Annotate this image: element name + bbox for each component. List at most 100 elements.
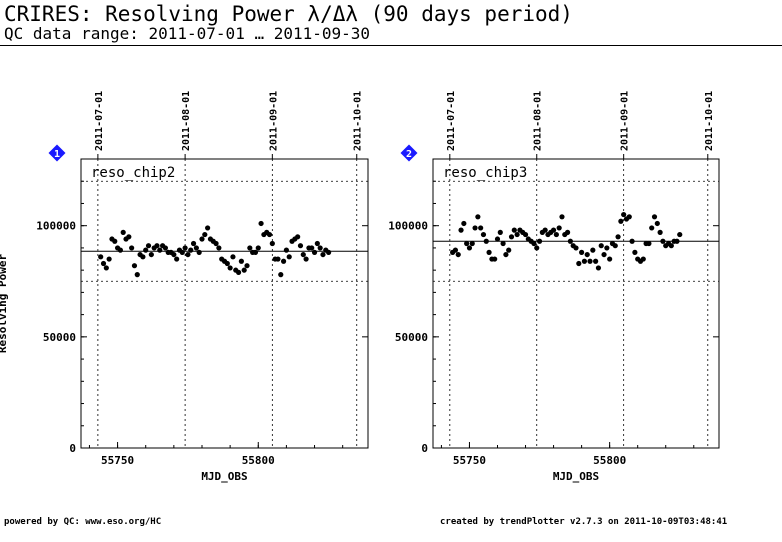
data-point [452,247,459,253]
data-point [247,245,253,251]
data-point [629,238,635,244]
y-tick-label: 0 [421,442,428,455]
date-tick-label: 2011-10-01 [704,91,715,151]
data-point [269,240,275,247]
data-point [224,260,230,267]
data-point [677,231,683,238]
data-point [295,234,301,240]
x-tick-label: 55750 [453,454,486,467]
data-point [590,247,596,253]
date-tick-label: 2011-09-01 [620,91,631,151]
panel-label: reso_chip3 [443,165,527,181]
x-axis-label: MJD_OBS [553,470,599,483]
data-point [651,214,658,220]
data-point [601,251,607,258]
title-divider [0,45,782,46]
data-point [581,258,588,264]
data-point [117,247,123,253]
data-point [514,231,520,238]
data-point [317,245,323,251]
x-tick-label: 55800 [242,454,275,467]
data-point [252,249,259,255]
data-point [612,243,618,249]
data-point [475,214,481,220]
date-tick-label: 2011-07-01 [446,91,457,151]
data-point [278,272,284,278]
y-tick-label: 0 [69,442,76,455]
data-point [618,218,624,224]
data-point [455,251,461,258]
data-point [621,211,627,218]
page-title: CRIRES: Resolving Power λ/Δλ (90 days pe… [4,2,573,26]
data-point [182,245,188,251]
data-point [522,231,529,238]
date-tick-label: 2011-07-01 [94,91,105,151]
data-point [534,245,540,251]
data-point [464,240,470,247]
data-point [466,245,473,251]
y-axis-label: Resolving Power [0,253,9,353]
data-point [143,247,149,253]
data-point [131,263,138,269]
data-point [573,245,579,251]
data-point [649,225,655,231]
data-point [311,249,318,255]
data-point [556,225,562,231]
data-point [216,245,222,251]
data-point [98,254,104,260]
date-tick-label: 2011-08-01 [181,91,192,151]
data-point [103,265,109,271]
data-point [205,225,211,231]
panel-badge-icon [400,144,418,162]
data-point [674,238,680,244]
plot-frame [80,158,369,449]
data-point [478,225,484,231]
data-point [171,251,177,258]
data-point [106,256,112,262]
y-tick-label: 50000 [43,331,76,344]
data-point [576,260,582,267]
data-point [458,227,464,233]
x-tick-label: 55750 [101,454,134,467]
data-point [640,256,646,262]
data-point [626,214,632,220]
data-point [553,231,559,238]
data-point [157,247,163,253]
data-point [615,234,621,240]
data-point [531,240,537,247]
data-point [584,251,590,258]
data-point [280,258,287,264]
data-point [193,245,199,251]
data-point [188,247,194,253]
data-point [275,256,281,262]
data-point [326,249,332,255]
y-tick-label: 100000 [388,220,428,233]
data-point [314,240,320,247]
data-point [154,243,160,249]
data-point [511,227,517,233]
data-point [567,238,573,244]
data-point [564,229,571,235]
data-point [483,238,489,244]
data-point [297,243,304,249]
data-point [179,249,185,255]
data-point [461,220,467,227]
data-point [508,234,515,240]
data-point [536,238,543,244]
data-point [646,240,652,247]
data-point [129,245,135,251]
footer-powered-by: powered by QC: www.eso.org/HC [4,517,162,527]
data-point [227,265,233,271]
data-point [320,251,326,258]
data-point [494,236,501,242]
data-point [258,220,264,227]
y-tick-label: 100000 [36,220,76,233]
panel-label: reso_chip2 [91,165,175,181]
data-point [593,258,599,264]
data-point [238,258,244,264]
date-tick-label: 2011-09-01 [268,91,279,151]
data-point [497,229,503,235]
data-point [579,249,585,255]
panel-badge-number: 1 [54,149,60,160]
data-point [595,265,602,271]
